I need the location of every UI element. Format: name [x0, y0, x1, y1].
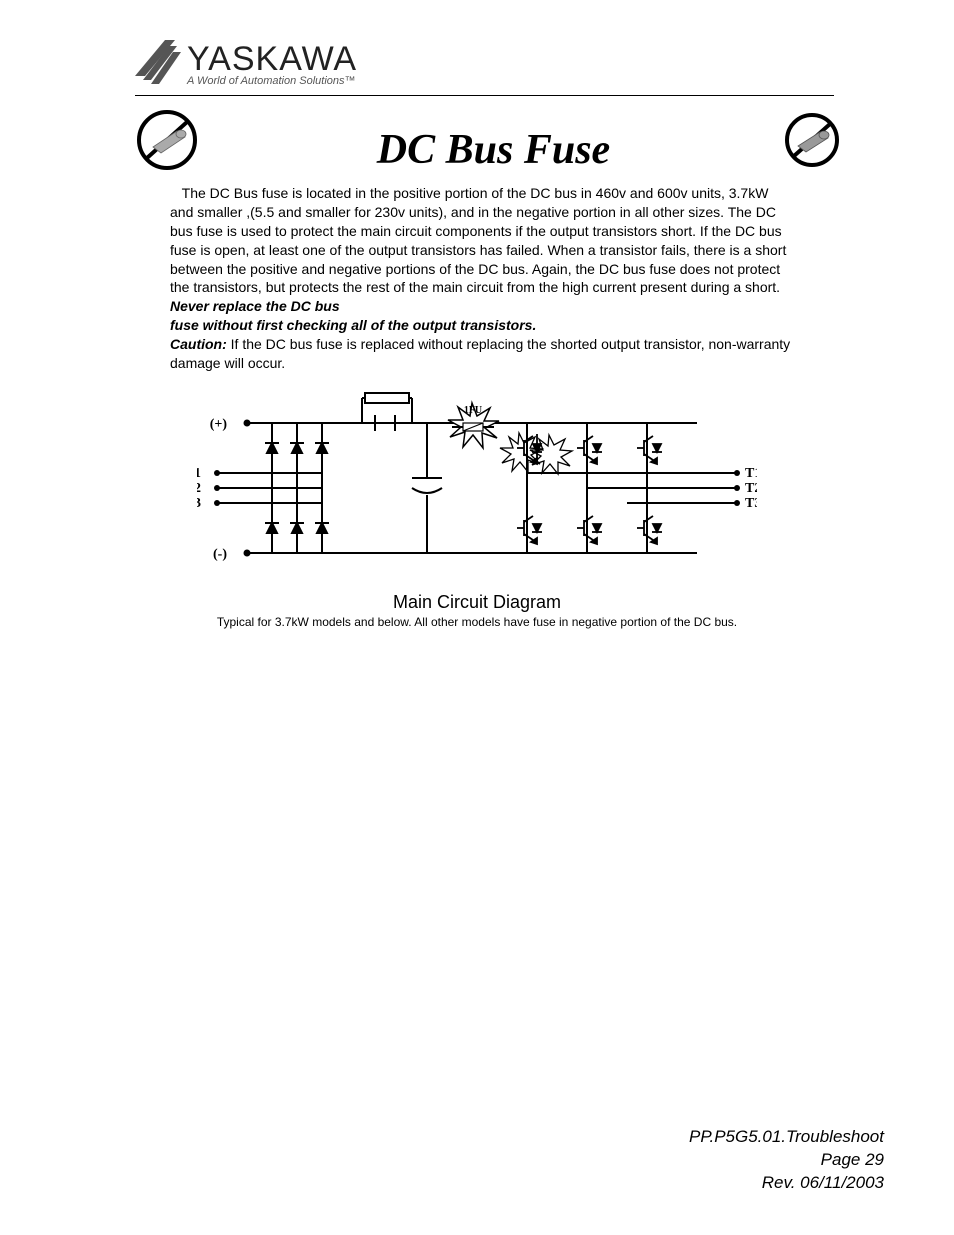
label-l1: L1 — [197, 466, 201, 481]
diagram-caption: Main Circuit Diagram — [197, 592, 757, 613]
page-title: DC Bus Fuse — [207, 126, 780, 174]
label-t3: T3 — [745, 496, 757, 511]
brand-logo: YASKAWA A World of Automation Solutions™ — [135, 40, 894, 87]
brand-stripes-icon — [135, 40, 181, 84]
body-p1: The DC Bus fuse is located in the positi… — [170, 185, 786, 295]
label-t2: T2 — [745, 481, 757, 496]
label-t1: T1 — [745, 466, 757, 481]
footer-rev: Rev. 06/11/2003 — [689, 1172, 884, 1195]
footer-page: Page 29 — [689, 1149, 884, 1172]
brand-tagline: A World of Automation Solutions™ — [187, 75, 357, 87]
footer-doc: PP.P5G5.01.Troubleshoot — [689, 1126, 884, 1149]
page-footer: PP.P5G5.01.Troubleshoot Page 29 Rev. 06/… — [689, 1126, 884, 1195]
prohibit-right-icon — [780, 112, 844, 168]
title-row: DC Bus Fuse — [135, 106, 844, 174]
brand-name: YASKAWA — [187, 40, 357, 79]
body-p1-bold: Never replace the DC bus — [170, 298, 340, 314]
label-fuse: 1FU — [464, 405, 482, 416]
body-caution-label: Caution: — [170, 336, 227, 352]
label-l2: L2 — [197, 481, 201, 496]
body-p1-text: The DC Bus fuse is located in the positi… — [170, 185, 786, 295]
prohibit-left-icon — [135, 109, 207, 171]
label-l3: L3 — [197, 496, 201, 511]
header-rule — [135, 95, 834, 96]
diagram-subcaption: Typical for 3.7kW models and below. All … — [197, 615, 757, 629]
circuit-diagram: (+) (-) L1 L2 L3 T1 T2 T3 1FU Main Circu… — [197, 383, 757, 629]
body-p2-bold: fuse without first checking all of the o… — [170, 317, 536, 333]
label-minus: (-) — [213, 547, 227, 562]
body-caution-text: If the DC bus fuse is replaced without r… — [170, 336, 790, 371]
body-paragraph: The DC Bus fuse is located in the positi… — [170, 184, 794, 373]
label-plus: (+) — [210, 417, 228, 432]
brand-text: YASKAWA A World of Automation Solutions™ — [187, 40, 357, 87]
